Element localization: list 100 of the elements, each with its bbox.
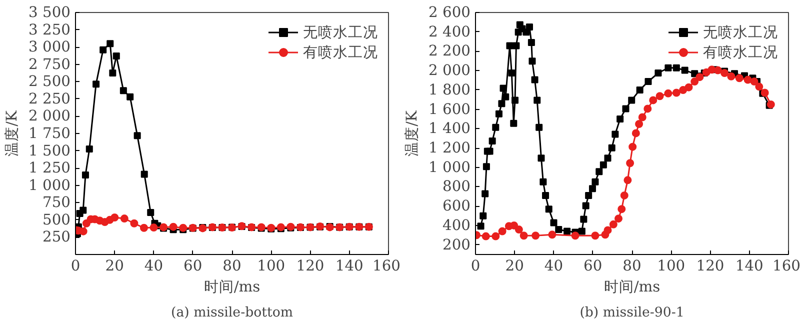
- point: [120, 87, 127, 94]
- point: [638, 113, 646, 122]
- point: [134, 132, 141, 140]
- x-tick-label: 160: [772, 258, 800, 274]
- point: [106, 40, 114, 48]
- x-tick-label: 0: [470, 258, 480, 274]
- point: [92, 80, 100, 88]
- point: [750, 78, 758, 86]
- x-axis-title: 时间/ms: [604, 278, 660, 296]
- point: [514, 226, 523, 234]
- y-tick-label: 1 750: [28, 125, 71, 142]
- y-tick-label: 1 000: [28, 176, 71, 194]
- point: [644, 104, 652, 113]
- y-tick-label: 2 000: [28, 108, 71, 125]
- point: [672, 88, 680, 97]
- y-tick-label: 1 400: [428, 120, 471, 138]
- point: [696, 73, 704, 82]
- y-tick-label: 2 500: [28, 73, 71, 90]
- y-tick-label: 1 600: [428, 100, 471, 118]
- x-tick-label: 40: [144, 258, 164, 274]
- point: [628, 142, 637, 151]
- x-tick-label: 40: [544, 258, 564, 274]
- point: [684, 83, 693, 92]
- x-tick-label: 0: [70, 258, 80, 274]
- x-tick-label: 120: [296, 258, 324, 274]
- point: [179, 224, 188, 232]
- point: [656, 92, 664, 100]
- point: [609, 220, 618, 228]
- point: [140, 224, 148, 232]
- x-axis-title: 时间/ms: [204, 278, 260, 296]
- legend-label: 无喷水工况: [303, 22, 378, 42]
- point: [126, 93, 134, 100]
- point: [620, 191, 628, 200]
- y-tick-label: 2 400: [428, 23, 471, 40]
- text: (a) missile-bottom: [170, 306, 294, 320]
- y-tick-label: 1 250: [28, 160, 71, 177]
- y-axis-title: 温度/K: [4, 110, 21, 156]
- x-tick-label: 100: [257, 258, 286, 274]
- point: [760, 88, 769, 97]
- legend-label: 无喷水工况: [703, 22, 778, 42]
- y-tick-label: 2 600: [428, 4, 471, 21]
- legend-label: 有喷水工况: [703, 42, 778, 62]
- x-tick-label: 80: [622, 258, 642, 274]
- point: [510, 221, 518, 230]
- y-tick-label: 250: [42, 228, 71, 246]
- x-tick-label: 140: [735, 258, 764, 274]
- point: [147, 209, 154, 216]
- x-tick-label: 100: [657, 258, 686, 274]
- point: [112, 52, 120, 60]
- y-tick-label: 400: [442, 216, 471, 234]
- point: [664, 89, 672, 98]
- y-tick-label: 1 800: [428, 81, 471, 98]
- x-tick-label: 60: [584, 258, 602, 274]
- x-tick-label: 20: [105, 258, 124, 274]
- y-tick-label: 2 200: [428, 42, 471, 60]
- point: [632, 129, 640, 138]
- x-tick-label: 60: [184, 258, 202, 274]
- x-tick-label: 160: [372, 258, 401, 274]
- y-tick-label: 3 000: [28, 38, 71, 56]
- point: [548, 230, 556, 239]
- point: [614, 214, 622, 223]
- point: [482, 232, 490, 240]
- y-tick-label: 3 250: [28, 21, 71, 38]
- y-tick-label: 1 000: [428, 158, 471, 176]
- y-tick-label: 500: [42, 211, 71, 228]
- x-tick-label: 140: [335, 258, 364, 274]
- x-tick-label: 80: [222, 258, 242, 274]
- point: [591, 232, 600, 240]
- point: [735, 74, 744, 82]
- point: [140, 170, 148, 178]
- y-axis-title: 温度/K: [404, 110, 421, 156]
- point: [492, 232, 500, 240]
- y-tick-label: 600: [442, 198, 471, 215]
- point: [520, 232, 528, 240]
- point: [100, 46, 107, 54]
- point: [679, 86, 688, 94]
- y-tick-label: 1 200: [428, 140, 471, 157]
- point: [744, 76, 752, 84]
- point: [571, 232, 580, 240]
- y-tick-label: 750: [42, 194, 71, 212]
- point: [150, 224, 158, 232]
- point: [624, 176, 632, 184]
- point: [532, 232, 540, 240]
- point: [498, 227, 506, 236]
- y-tick-label: 3 500: [28, 4, 71, 21]
- point: [82, 171, 89, 178]
- point: [120, 214, 128, 223]
- point: [604, 226, 612, 234]
- point: [80, 206, 87, 214]
- x-tick-label: 20: [505, 258, 524, 274]
- point: [635, 120, 644, 128]
- text: (b) missile-90-1: [580, 306, 684, 320]
- point: [690, 78, 699, 86]
- y-tick-label: 200: [442, 236, 471, 254]
- point: [727, 72, 736, 80]
- point: [86, 146, 93, 153]
- y-tick-label: 800: [442, 178, 471, 196]
- x-tick-label: 120: [696, 258, 724, 274]
- point: [626, 159, 634, 168]
- point: [649, 96, 658, 104]
